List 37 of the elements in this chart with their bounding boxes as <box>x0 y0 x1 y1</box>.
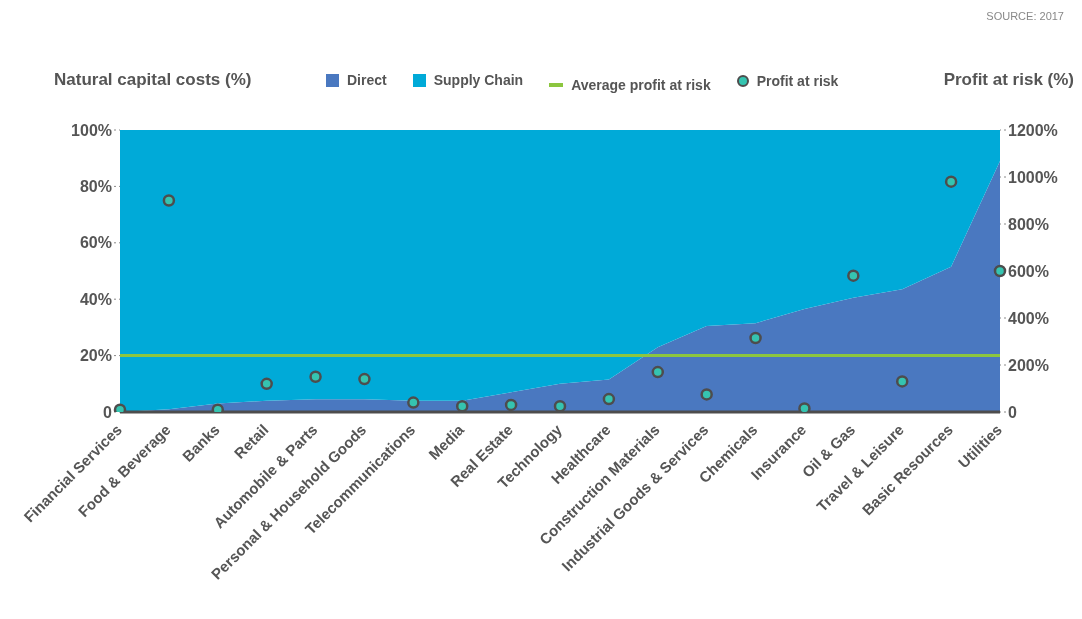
y-tick-label: 80% <box>79 178 112 196</box>
y-tick-label: 60% <box>79 234 112 252</box>
point <box>895 375 909 388</box>
y2-tick-label: 1000% <box>1008 168 1058 186</box>
y2-tick-label: 400% <box>1008 309 1049 327</box>
point <box>162 194 176 207</box>
y2-tick-label: 1200% <box>1008 121 1058 139</box>
point <box>407 396 420 409</box>
legend-label: Direct <box>346 72 387 88</box>
point <box>651 365 665 379</box>
point <box>260 377 273 391</box>
legend-label: Supply Chain <box>432 72 524 88</box>
y-tick-label: 40% <box>79 290 112 308</box>
legend-label: Average profit at risk <box>570 76 711 93</box>
y-axis-title: Natural capital costs (%) <box>54 70 252 90</box>
source-note: SOURCE: 2017 <box>986 10 1064 22</box>
y2-tick-label: 200% <box>1008 356 1049 374</box>
y2-axis-title: Profit at risk (%) <box>943 70 1074 90</box>
point <box>602 392 616 406</box>
point <box>309 370 322 383</box>
point <box>749 331 762 345</box>
point <box>455 399 469 412</box>
point <box>798 402 811 412</box>
legend-label: Profit at risk <box>755 72 839 89</box>
y2-tick-label: 600% <box>1008 262 1049 280</box>
point <box>358 372 371 386</box>
point <box>993 264 1007 278</box>
y-tick-label: 20% <box>79 347 112 365</box>
y2-tick-label: 0 <box>1008 403 1017 421</box>
y2-tick-label: 800% <box>1008 215 1049 233</box>
y-tick-label: 100% <box>71 121 112 139</box>
point <box>553 399 567 412</box>
point <box>847 269 860 282</box>
y-tick-label: 0 <box>103 403 113 421</box>
point <box>700 388 713 401</box>
point <box>944 175 958 188</box>
point <box>504 398 518 412</box>
